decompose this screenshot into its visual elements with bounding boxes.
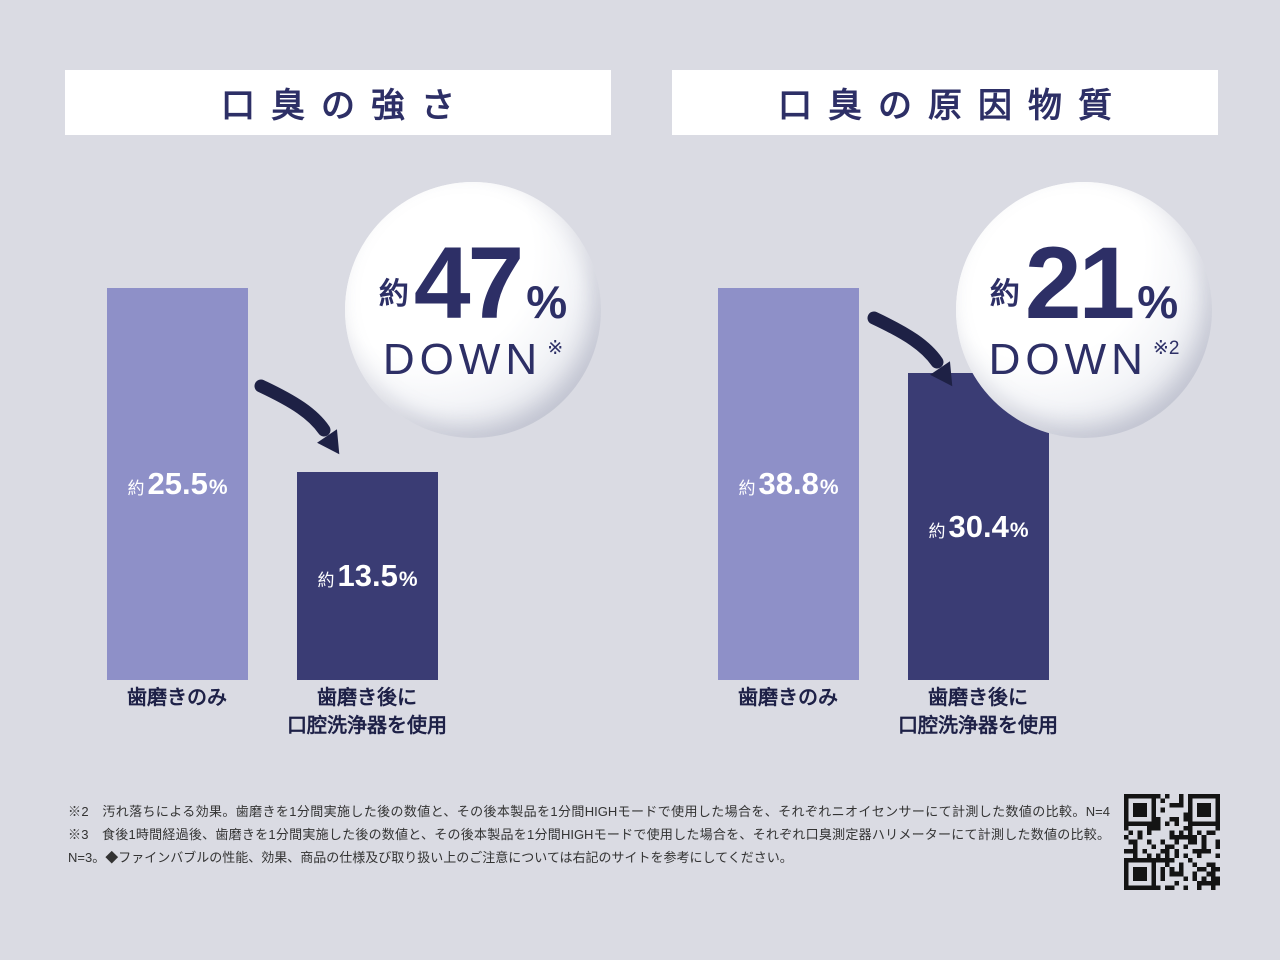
badge-percent-value: 47	[413, 225, 524, 340]
percent-sign: %	[208, 476, 228, 499]
bar-value-label: 約 25.5%	[127, 466, 227, 502]
approx-mark: 約	[317, 571, 335, 590]
badge-value-row: 約 21 %	[989, 225, 1179, 340]
bar-value: 38.8	[758, 466, 819, 501]
bar-value: 30.4	[948, 508, 1009, 544]
category-label: 歯磨き後に 口腔洗浄器を使用	[868, 684, 1088, 740]
badge-down-row: DOWN ※2	[989, 335, 1180, 385]
footnote-text: ※2 汚れ落ちによる効果。歯磨きを1分間実施した後の数値と、その後本製品を1分間…	[68, 804, 1124, 865]
chart-panel-odor-substances: 口臭の原因物質 約 38.8% 約 30.4% 歯磨きのみ 歯磨き後に 口腔洗浄器を…	[672, 70, 1218, 750]
category-line: 歯磨きのみ	[127, 687, 227, 709]
bar-brushing-only: 約 25.5%	[107, 288, 248, 680]
category-label: 歯磨きのみ	[688, 684, 888, 712]
chart-title: 口臭の強さ	[221, 87, 471, 125]
reduction-badge: 約 47 % DOWN ※	[345, 182, 601, 438]
category-line: 歯磨き後に	[928, 687, 1028, 709]
percent-sign: %	[1137, 275, 1179, 328]
bar-brushing-only: 約 38.8%	[718, 288, 859, 680]
reduction-badge: 約 21 % DOWN ※2	[956, 182, 1212, 438]
chart-title-box: 口臭の原因物質	[672, 70, 1218, 135]
approx-mark: 約	[127, 479, 145, 498]
category-label: 歯磨きのみ	[77, 684, 277, 712]
badge-percent-value: 21	[1024, 225, 1135, 340]
badge-value-row: 約 47 %	[378, 225, 568, 340]
down-text: DOWN	[988, 335, 1148, 385]
curved-down-arrow-icon	[867, 311, 953, 387]
chart-title-box: 口臭の強さ	[65, 70, 611, 135]
badge-down-row: DOWN ※	[383, 335, 563, 385]
chart-panel-breath-strength: 口臭の強さ 約 25.5% 約 13.5% 歯磨きのみ 歯磨き後に 口腔洗浄器を使用	[65, 70, 611, 750]
bar-with-oral-irrigator: 約 13.5%	[297, 472, 438, 680]
approx-mark: 約	[378, 277, 409, 311]
percent-sign: %	[526, 275, 568, 328]
bar-value-label: 約 30.4%	[928, 509, 1028, 545]
footnote-mark: ※2	[1152, 338, 1180, 360]
category-line: 口腔洗浄器を使用	[898, 715, 1058, 737]
category-line: 歯磨き後に	[317, 687, 417, 709]
percent-sign: %	[819, 476, 839, 499]
percent-sign: %	[398, 568, 418, 591]
approx-mark: 約	[989, 277, 1020, 311]
category-label: 歯磨き後に 口腔洗浄器を使用	[257, 684, 477, 740]
bar-value-label: 約 13.5%	[317, 558, 417, 594]
approx-mark: 約	[738, 479, 756, 498]
category-line: 歯磨きのみ	[738, 687, 838, 709]
footnote-mark: ※	[547, 338, 564, 360]
bar-value: 25.5	[147, 466, 208, 501]
category-line: 口腔洗浄器を使用	[287, 715, 447, 737]
chart-title: 口臭の原因物質	[778, 87, 1128, 125]
bar-value-label: 約 38.8%	[738, 466, 838, 502]
down-text: DOWN	[382, 335, 543, 385]
curved-down-arrow-icon	[254, 379, 340, 455]
qr-code	[1124, 794, 1220, 890]
percent-sign: %	[1009, 518, 1029, 542]
approx-mark: 約	[928, 521, 946, 541]
bar-value: 13.5	[337, 558, 398, 593]
